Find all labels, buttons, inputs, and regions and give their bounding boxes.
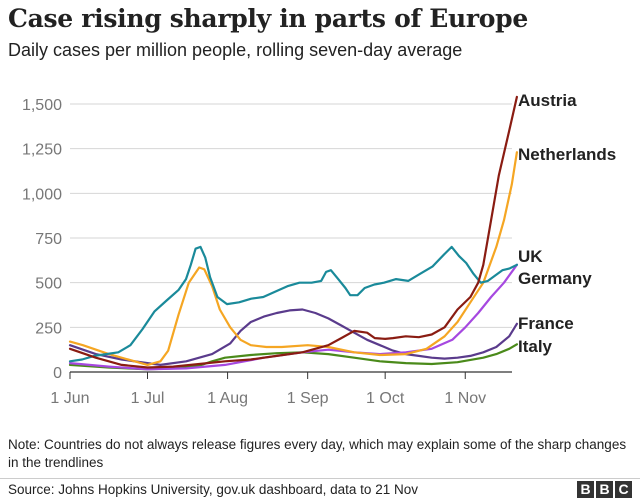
footer-divider: [0, 478, 640, 479]
line-chart: 0 250 500 750 1,000 1,250 1,500 1 Jun 1 Jul 1 Au…: [22, 91, 616, 407]
bbc-logo-letter-1: B: [577, 481, 594, 498]
bbc-logo: B B C: [577, 481, 632, 498]
bbc-logo-letter-3: C: [615, 481, 632, 498]
x-tick-label: 1 Aug: [207, 390, 248, 407]
y-tick-label: 500: [35, 276, 62, 293]
y-tick-label: 1,000: [22, 186, 62, 203]
series-lines: [68, 95, 518, 371]
series-label-germany: Germany: [518, 269, 592, 288]
chart-source: Source: Johns Hopkins University, gov.uk…: [8, 482, 418, 497]
x-tick-label: 1 Jun: [50, 390, 89, 407]
bbc-logo-letter-2: B: [596, 481, 613, 498]
y-axis-ticks: 0 250 500 750 1,000 1,250 1,500: [22, 97, 62, 382]
x-axis-ticks: 1 Jun 1 Jul 1 Aug 1 Sep 1 Oct 1 Nov: [50, 372, 486, 407]
series-label-france: France: [518, 314, 574, 333]
series-label-uk: UK: [518, 247, 543, 266]
series-line-uk: [68, 245, 518, 363]
grid: [70, 103, 512, 373]
y-tick-label: 750: [35, 231, 62, 248]
series-line-france: [68, 308, 518, 366]
series-label-italy: Italy: [518, 337, 553, 356]
chart-title: Case rising sharply in parts of Europe: [8, 4, 528, 33]
y-tick-label: 1,500: [22, 97, 62, 114]
y-tick-label: 0: [53, 365, 62, 382]
series-label-netherlands: Netherlands: [518, 145, 616, 164]
series-line-austria: [68, 95, 518, 369]
x-tick-label: 1 Sep: [287, 390, 329, 407]
series-labels: Austria Netherlands UK Germany France Italy: [518, 91, 616, 356]
x-tick-label: 1 Jul: [131, 390, 165, 407]
chart-note: Note: Countries do not always release fi…: [8, 437, 627, 470]
y-tick-label: 250: [35, 320, 62, 337]
series-label-austria: Austria: [518, 91, 577, 110]
x-tick-label: 1 Nov: [444, 390, 486, 407]
x-tick-label: 1 Oct: [366, 390, 405, 407]
chart-subtitle: Daily cases per million people, rolling …: [8, 40, 463, 60]
series-line-netherlands: [68, 151, 518, 366]
y-tick-label: 1,250: [22, 142, 62, 159]
